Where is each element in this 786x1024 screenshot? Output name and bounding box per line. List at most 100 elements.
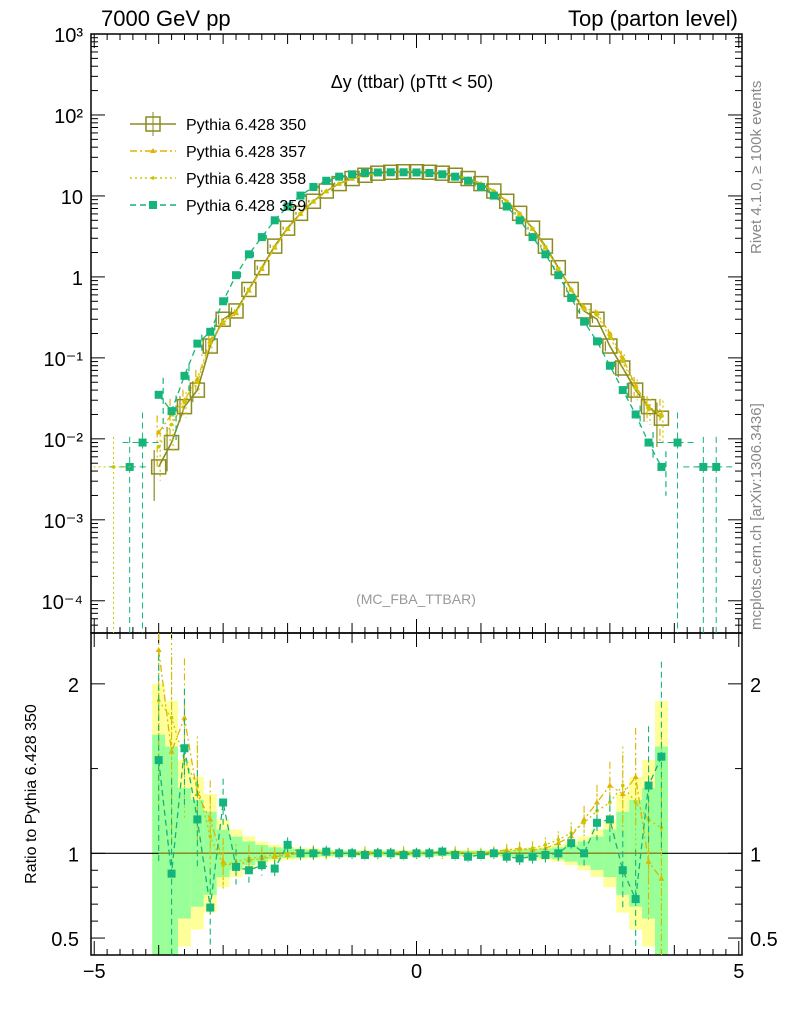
y-tick-label: 10² xyxy=(54,106,83,128)
data-point xyxy=(348,170,357,179)
data-point xyxy=(335,172,344,181)
data-point xyxy=(543,245,548,249)
ratio-point xyxy=(608,800,612,805)
data-point xyxy=(260,266,264,271)
data-point xyxy=(640,398,657,415)
data-point xyxy=(618,386,627,395)
ratio-point xyxy=(580,849,589,858)
data-point xyxy=(425,168,434,177)
ratio-uncertainty-band xyxy=(152,683,668,955)
data-point xyxy=(322,176,331,185)
data-point xyxy=(270,216,279,225)
data-point xyxy=(373,168,382,177)
ratio-point xyxy=(515,854,524,863)
data-point xyxy=(528,233,537,242)
analysis-label: (MC_FBA_TTBAR) xyxy=(356,591,476,607)
y-tick-label: 10 xyxy=(61,187,83,209)
ratio-point xyxy=(582,821,586,825)
ratio-point xyxy=(554,849,563,858)
data-point xyxy=(195,380,200,385)
data-point xyxy=(644,438,653,447)
ratio-point xyxy=(309,849,318,858)
data-point xyxy=(592,337,601,346)
extra-point xyxy=(712,462,721,471)
header-left: 7000 GeV pp xyxy=(101,6,231,31)
legend-label-3: Pythia 6.428 359 xyxy=(186,198,306,215)
ratio-point xyxy=(556,837,561,842)
ratio-point xyxy=(232,862,241,871)
ratio-point xyxy=(193,815,202,824)
chart-title: Δy (ttbar) (pTtt < 50) xyxy=(331,72,494,92)
data-point xyxy=(489,191,498,200)
ratio-point xyxy=(644,781,653,790)
ratio-point xyxy=(206,903,215,912)
ratio-point xyxy=(412,849,421,858)
y-tick-label: 10³ xyxy=(54,25,83,47)
ratio-tick-label: 2 xyxy=(68,675,79,697)
ratio-point xyxy=(244,866,253,875)
ratio-point xyxy=(438,847,447,856)
data-point xyxy=(602,338,618,354)
ratio-point xyxy=(464,852,473,861)
data-point xyxy=(180,371,189,380)
header-right: Top (parton level) xyxy=(568,6,738,31)
data-point xyxy=(633,386,638,391)
data-point xyxy=(657,462,666,471)
data-point xyxy=(580,317,589,326)
extra-point xyxy=(699,462,708,471)
y-tick-label: 10⁻² xyxy=(44,430,84,452)
ratio-point xyxy=(528,852,537,861)
data-point xyxy=(234,310,238,314)
data-point xyxy=(386,168,395,177)
y-tick-label: 1 xyxy=(72,268,83,290)
ratio-point xyxy=(502,852,511,861)
data-point xyxy=(658,411,665,417)
legend-marker xyxy=(150,148,156,153)
data-point xyxy=(272,245,277,249)
data-point xyxy=(292,205,309,222)
data-point xyxy=(517,211,522,216)
data-point xyxy=(595,313,599,317)
data-point xyxy=(266,238,283,254)
data-point xyxy=(412,168,421,177)
ratio-point xyxy=(543,843,548,847)
series-line-3 xyxy=(158,171,663,468)
data-point xyxy=(438,170,447,179)
data-point xyxy=(150,459,167,475)
y-tick-label: 10⁻⁴ xyxy=(42,592,83,614)
ratio-series xyxy=(154,633,666,955)
data-point xyxy=(631,410,640,419)
x-tick-label: −5 xyxy=(83,961,106,983)
data-point xyxy=(206,327,215,336)
ratio-tick-label-right: 0.5 xyxy=(750,929,778,951)
ratio-line-2 xyxy=(158,700,662,866)
data-point xyxy=(155,429,162,435)
data-point xyxy=(279,220,296,236)
data-point xyxy=(208,341,213,346)
data-point xyxy=(182,400,187,405)
data-point xyxy=(154,390,163,399)
data-point xyxy=(324,189,329,193)
data-point xyxy=(193,339,202,348)
data-point xyxy=(305,193,322,209)
ratio-point xyxy=(167,869,176,878)
data-point xyxy=(309,182,318,191)
ratio-point xyxy=(476,851,485,860)
ratio-point xyxy=(348,849,357,858)
ratio-point xyxy=(530,846,535,851)
data-point xyxy=(569,288,573,293)
data-point xyxy=(337,181,341,186)
legend-marker xyxy=(151,176,155,180)
ratio-point xyxy=(257,861,266,870)
ratio-tick-label-right: 1 xyxy=(750,844,761,866)
ratio-point xyxy=(581,816,588,822)
ratio-point xyxy=(605,815,614,824)
ratio-point xyxy=(296,849,305,858)
legend-marker xyxy=(149,201,157,209)
ratio-point xyxy=(633,800,638,805)
band-inner xyxy=(152,734,166,955)
ratio-point xyxy=(618,866,627,875)
ratio-point xyxy=(335,849,344,858)
data-point xyxy=(228,303,244,319)
